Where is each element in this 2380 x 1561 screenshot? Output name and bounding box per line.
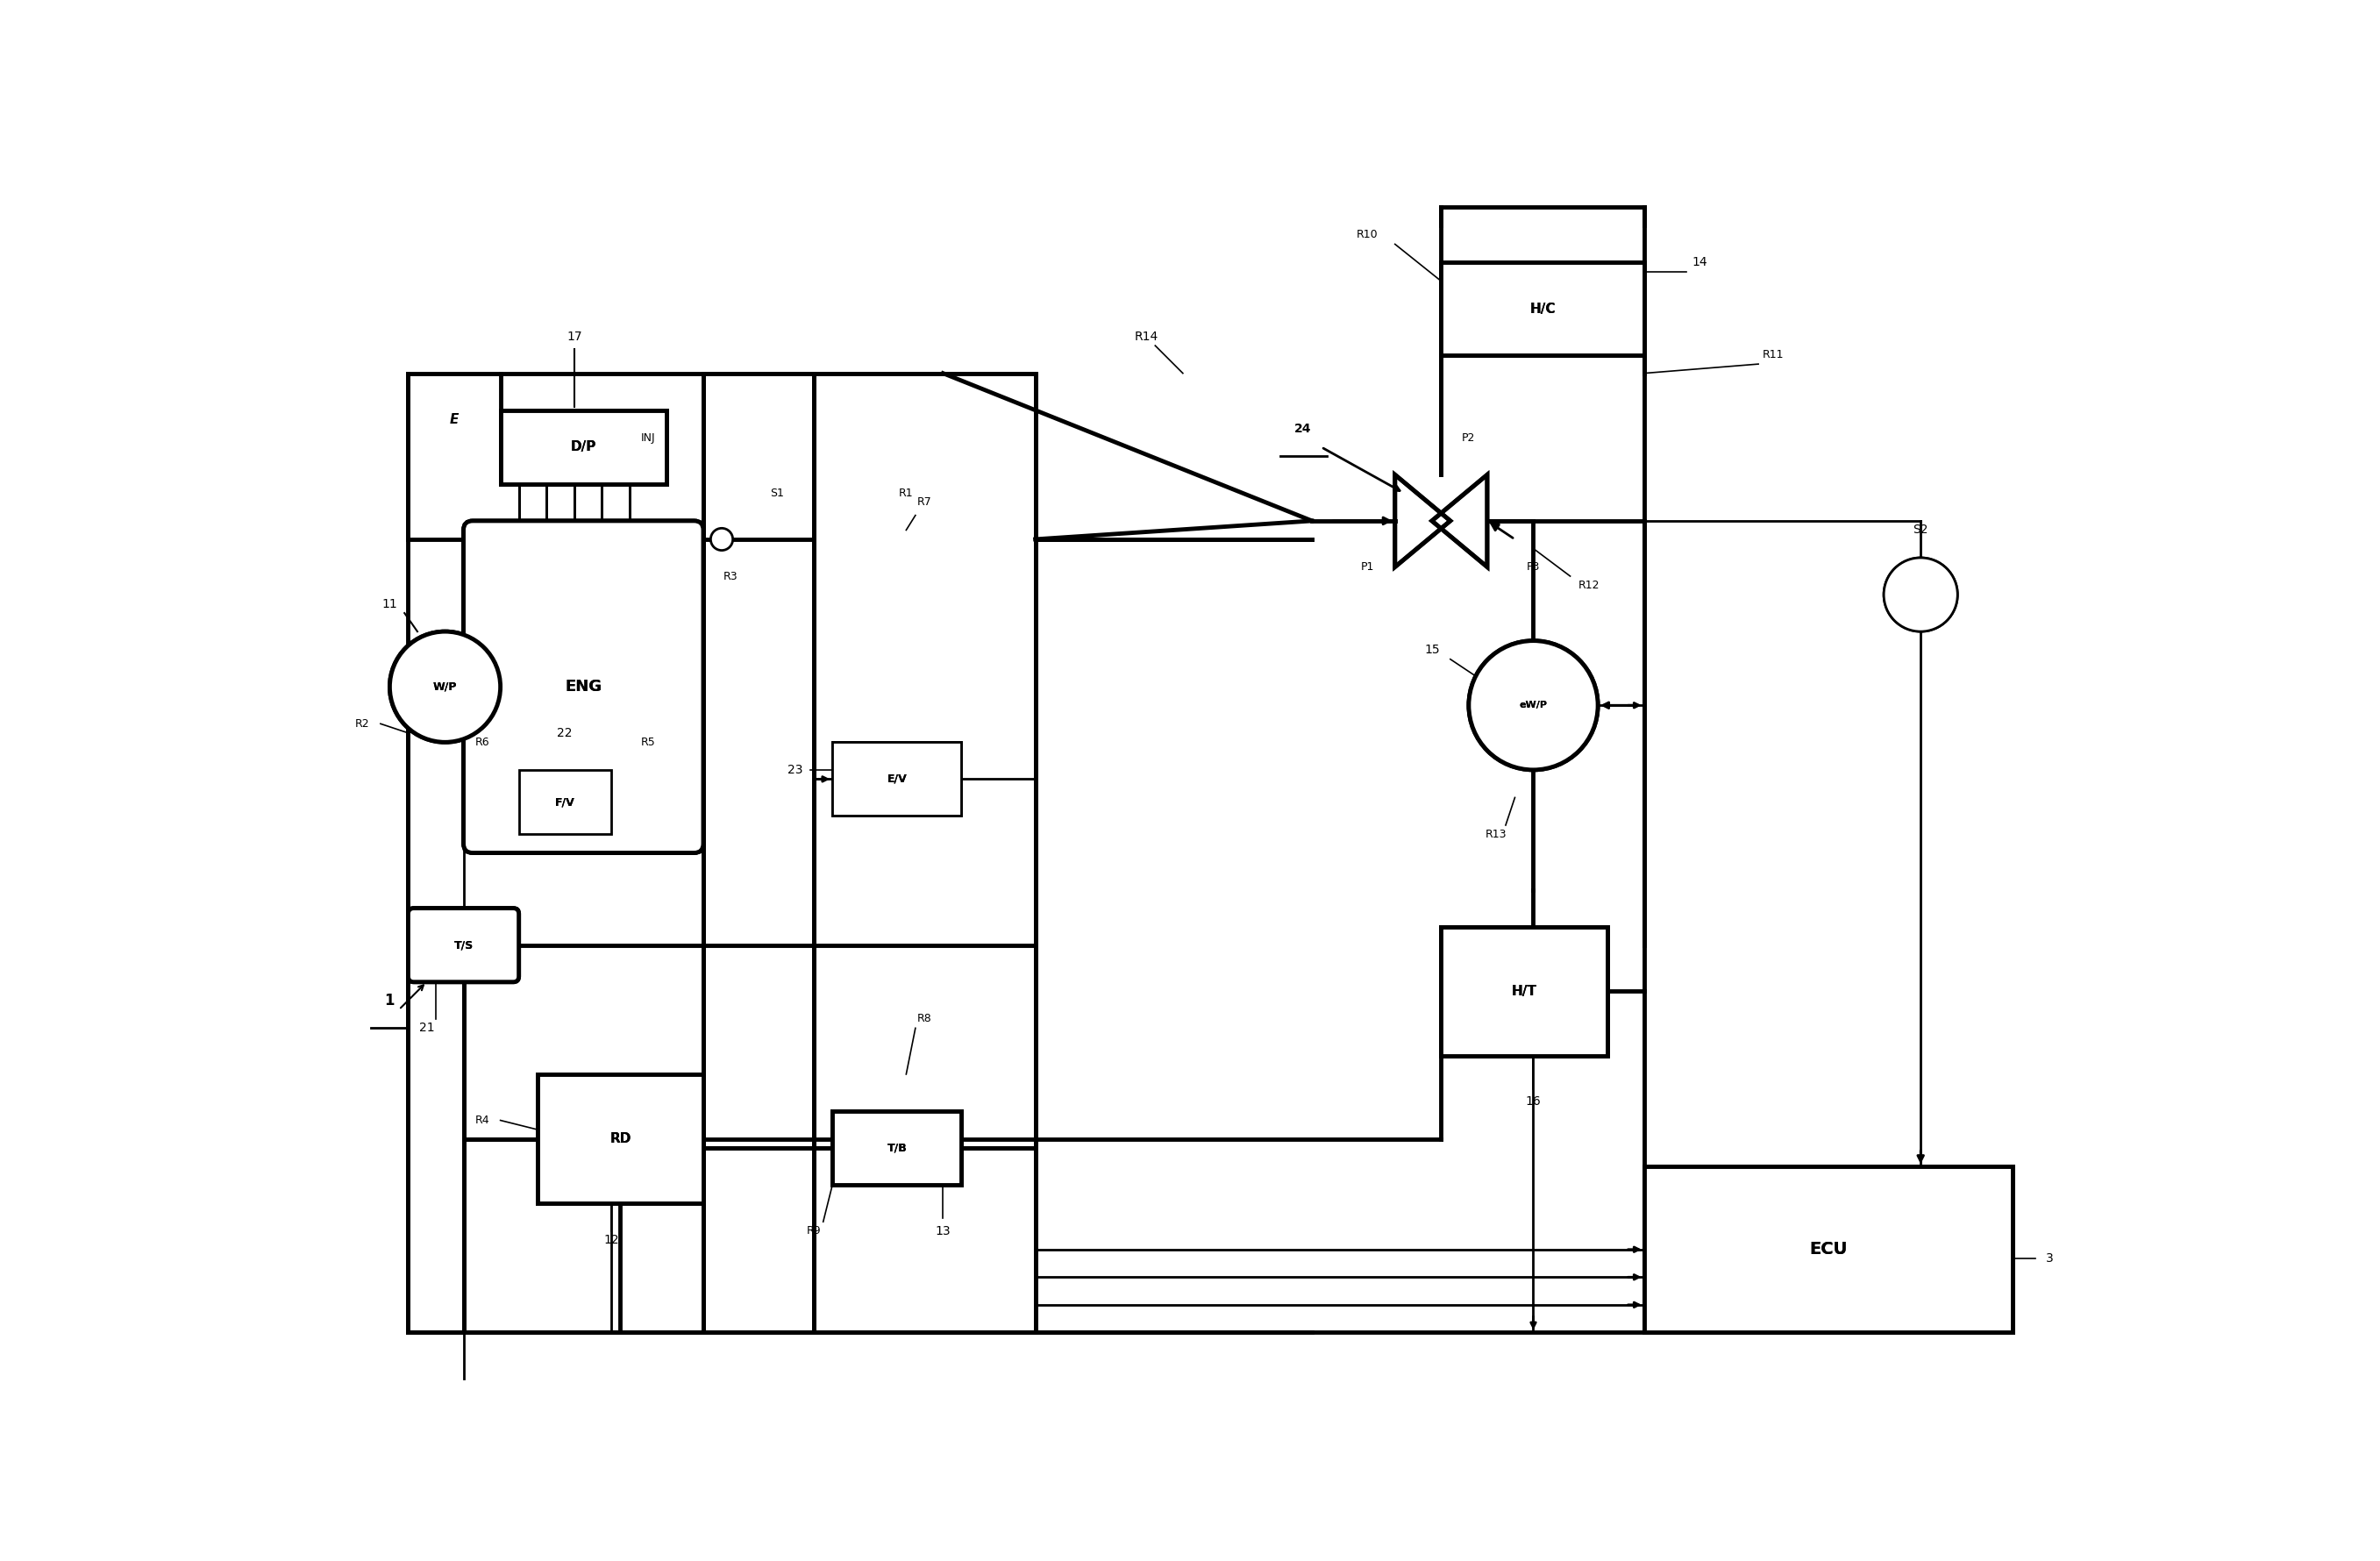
Circle shape bbox=[1468, 640, 1597, 770]
Text: 22: 22 bbox=[557, 727, 574, 738]
Text: 3: 3 bbox=[2047, 1252, 2054, 1264]
Text: R11: R11 bbox=[1761, 350, 1785, 361]
Bar bbox=[704, 373, 814, 1333]
Text: ENG: ENG bbox=[564, 679, 602, 695]
FancyBboxPatch shape bbox=[464, 521, 704, 852]
Text: S1: S1 bbox=[771, 487, 783, 500]
Bar bbox=[519, 770, 612, 835]
Circle shape bbox=[390, 632, 500, 741]
Text: H/C: H/C bbox=[1530, 303, 1557, 315]
Text: R13: R13 bbox=[1485, 829, 1507, 840]
Text: F/V: F/V bbox=[555, 796, 576, 809]
Text: R1: R1 bbox=[900, 487, 914, 500]
FancyBboxPatch shape bbox=[409, 909, 519, 982]
Text: R4: R4 bbox=[474, 1115, 490, 1125]
Text: D/P: D/P bbox=[571, 440, 597, 454]
Text: ECU: ECU bbox=[1809, 1241, 1847, 1258]
Text: P3: P3 bbox=[1526, 562, 1540, 573]
Text: W/P: W/P bbox=[433, 681, 457, 693]
Text: R12: R12 bbox=[1578, 579, 1599, 592]
Text: E/V: E/V bbox=[888, 773, 907, 785]
Text: P1: P1 bbox=[1361, 562, 1373, 573]
FancyBboxPatch shape bbox=[464, 521, 704, 852]
Text: 21: 21 bbox=[419, 1022, 433, 1035]
Text: E/V: E/V bbox=[888, 773, 907, 785]
Text: eW/P: eW/P bbox=[1518, 701, 1547, 710]
Text: H/T: H/T bbox=[1511, 985, 1537, 997]
Text: T/S: T/S bbox=[455, 940, 474, 951]
Bar bbox=[833, 1111, 962, 1185]
Text: 17: 17 bbox=[566, 331, 581, 342]
Text: ENG: ENG bbox=[564, 679, 602, 695]
Text: H/C: H/C bbox=[1530, 303, 1557, 315]
Circle shape bbox=[1885, 557, 1959, 632]
Text: 24: 24 bbox=[1295, 423, 1311, 436]
Bar bbox=[1442, 262, 1645, 354]
Text: 14: 14 bbox=[1692, 256, 1706, 268]
Bar bbox=[1645, 1166, 2013, 1333]
Text: W/P: W/P bbox=[433, 681, 457, 693]
Circle shape bbox=[390, 632, 500, 741]
Text: 1: 1 bbox=[386, 993, 395, 1008]
Text: P2: P2 bbox=[1461, 432, 1476, 443]
Bar bbox=[500, 411, 666, 484]
Text: 23: 23 bbox=[788, 763, 802, 776]
Text: F/V: F/V bbox=[555, 796, 576, 809]
Text: RD: RD bbox=[609, 1132, 631, 1146]
Text: INJ: INJ bbox=[640, 432, 654, 443]
Bar bbox=[538, 1074, 704, 1204]
Text: R3: R3 bbox=[724, 570, 738, 582]
Circle shape bbox=[1885, 557, 1959, 632]
Text: 15: 15 bbox=[1423, 643, 1440, 656]
Bar bbox=[833, 741, 962, 816]
Bar bbox=[1442, 927, 1606, 1055]
Circle shape bbox=[712, 528, 733, 551]
Text: R5: R5 bbox=[640, 737, 654, 748]
Text: R7: R7 bbox=[916, 496, 933, 507]
Text: 13: 13 bbox=[935, 1225, 950, 1238]
Text: S2: S2 bbox=[1914, 524, 1928, 537]
Text: 11: 11 bbox=[381, 598, 397, 610]
Text: eW/P: eW/P bbox=[1518, 701, 1547, 710]
Bar bbox=[1442, 262, 1645, 354]
Text: R10: R10 bbox=[1357, 229, 1378, 240]
Text: T/B: T/B bbox=[888, 1143, 907, 1154]
Text: R14: R14 bbox=[1133, 331, 1159, 342]
Bar bbox=[833, 741, 962, 816]
Text: R2: R2 bbox=[355, 718, 369, 729]
Text: T/B: T/B bbox=[888, 1143, 907, 1154]
Bar bbox=[814, 373, 1035, 1333]
Text: R9: R9 bbox=[807, 1225, 821, 1236]
Text: 12: 12 bbox=[605, 1235, 619, 1246]
Text: 16: 16 bbox=[1526, 1096, 1542, 1108]
Text: R8: R8 bbox=[916, 1013, 933, 1024]
Bar bbox=[1645, 1166, 2013, 1333]
Text: ECU: ECU bbox=[1809, 1241, 1847, 1258]
Bar bbox=[500, 411, 666, 484]
Text: E: E bbox=[450, 412, 459, 426]
Circle shape bbox=[1468, 640, 1597, 770]
Bar bbox=[1442, 927, 1606, 1055]
Text: H/T: H/T bbox=[1511, 985, 1537, 997]
Text: T/S: T/S bbox=[455, 940, 474, 951]
Text: R6: R6 bbox=[474, 737, 490, 748]
Text: D/P: D/P bbox=[571, 440, 597, 454]
Text: RD: RD bbox=[609, 1132, 631, 1146]
Bar bbox=[538, 1074, 704, 1204]
Bar bbox=[519, 770, 612, 835]
Bar bbox=[833, 1111, 962, 1185]
FancyBboxPatch shape bbox=[409, 909, 519, 982]
